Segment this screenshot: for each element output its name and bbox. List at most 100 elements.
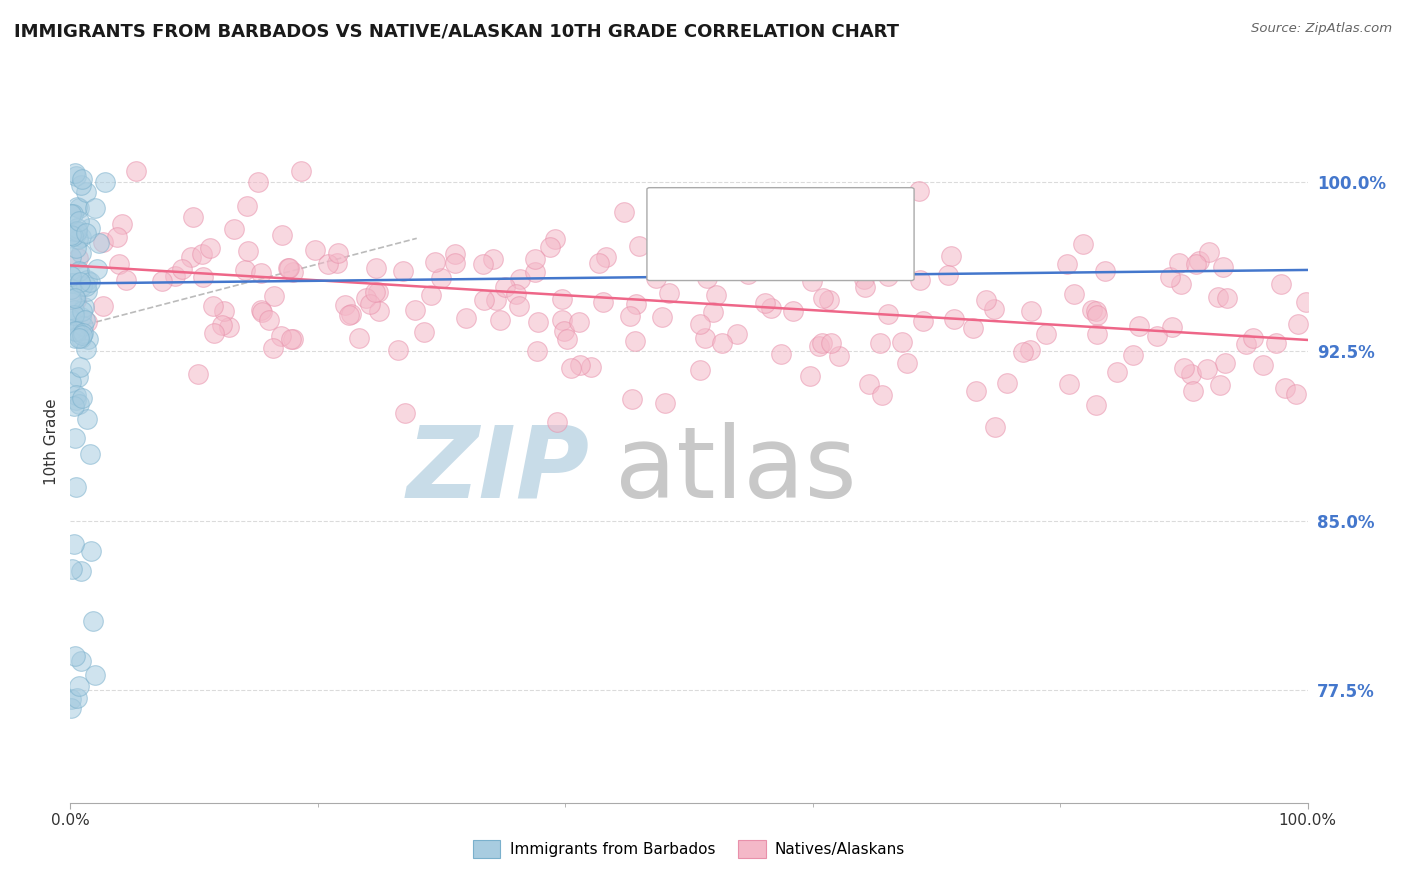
Point — [619, 309, 641, 323]
Point — [858, 376, 880, 391]
Point — [69, 564, 91, 578]
Point — [63, 537, 86, 551]
Point — [236, 244, 259, 259]
Point — [936, 268, 959, 283]
Point — [75, 226, 97, 240]
Point — [63, 224, 86, 238]
Point — [811, 336, 834, 351]
Point — [588, 256, 610, 270]
Point — [1251, 359, 1274, 373]
Point — [1180, 368, 1202, 382]
Point — [1270, 277, 1292, 292]
Point — [1081, 303, 1104, 318]
Point — [187, 367, 209, 381]
Point — [560, 361, 582, 376]
Point — [72, 318, 94, 333]
Text: 0.059: 0.059 — [756, 209, 804, 224]
Point — [770, 346, 793, 360]
Point — [270, 328, 292, 343]
Point — [1168, 256, 1191, 270]
Point — [509, 272, 531, 286]
Point — [69, 359, 91, 374]
Point — [60, 376, 83, 390]
Point — [163, 268, 186, 283]
Point — [939, 249, 962, 263]
Text: atlas: atlas — [614, 422, 856, 519]
Point — [799, 368, 821, 383]
Point — [87, 235, 110, 250]
Point — [222, 222, 245, 236]
Point — [813, 291, 835, 305]
Point — [782, 304, 804, 318]
Point — [65, 480, 87, 494]
Point — [1209, 378, 1232, 392]
Point — [67, 264, 90, 278]
Point — [304, 243, 326, 257]
Point — [505, 286, 527, 301]
Point — [568, 315, 591, 329]
Point — [65, 321, 87, 335]
Point — [271, 228, 294, 243]
Point — [853, 272, 876, 286]
Point — [1173, 361, 1195, 376]
Point — [1182, 384, 1205, 398]
Point — [316, 257, 339, 271]
Point — [1085, 308, 1108, 322]
Point — [201, 299, 224, 313]
Text: N =: N = — [806, 209, 834, 224]
FancyBboxPatch shape — [666, 241, 702, 266]
Point — [568, 358, 591, 372]
Point — [412, 325, 434, 339]
Point — [67, 331, 90, 345]
Text: Source: ZipAtlas.com: Source: ZipAtlas.com — [1251, 22, 1392, 36]
Point — [59, 282, 82, 296]
Point — [696, 271, 718, 285]
Point — [689, 318, 711, 332]
Point — [404, 302, 426, 317]
Point — [1105, 365, 1128, 379]
Point — [1195, 362, 1218, 376]
Point — [508, 299, 530, 313]
Point — [60, 250, 83, 264]
Point — [737, 268, 759, 282]
Point — [66, 232, 89, 246]
Point — [73, 301, 96, 315]
Point — [259, 313, 281, 327]
Point — [544, 232, 567, 246]
Point — [70, 310, 93, 324]
Point — [1012, 344, 1035, 359]
Point — [262, 341, 284, 355]
Point — [1188, 254, 1211, 268]
Point — [246, 175, 269, 189]
Point — [1241, 330, 1264, 344]
Point — [70, 172, 93, 186]
Point — [866, 260, 889, 274]
Point — [908, 273, 931, 287]
Point — [263, 289, 285, 303]
Point — [620, 392, 643, 406]
Point — [688, 263, 710, 277]
Point — [170, 262, 193, 277]
Point — [67, 369, 90, 384]
Point — [63, 302, 86, 317]
Text: IMMIGRANTS FROM BARBADOS VS NATIVE/ALASKAN 10TH GRADE CORRELATION CHART: IMMIGRANTS FROM BARBADOS VS NATIVE/ALASK… — [14, 22, 898, 40]
Point — [80, 544, 103, 558]
Point — [70, 391, 93, 405]
Point — [67, 252, 90, 266]
Point — [67, 201, 90, 215]
Point — [283, 265, 305, 279]
Point — [111, 217, 134, 231]
Point — [1021, 304, 1043, 318]
Point — [86, 262, 108, 277]
Point — [79, 447, 101, 461]
Point — [235, 263, 257, 277]
Point — [59, 269, 82, 284]
Point — [59, 228, 82, 243]
Point — [75, 313, 97, 327]
Point — [59, 311, 82, 326]
Point — [66, 224, 89, 238]
Point — [354, 291, 377, 305]
Point — [65, 169, 87, 183]
Point — [523, 252, 546, 267]
Point — [627, 239, 650, 253]
